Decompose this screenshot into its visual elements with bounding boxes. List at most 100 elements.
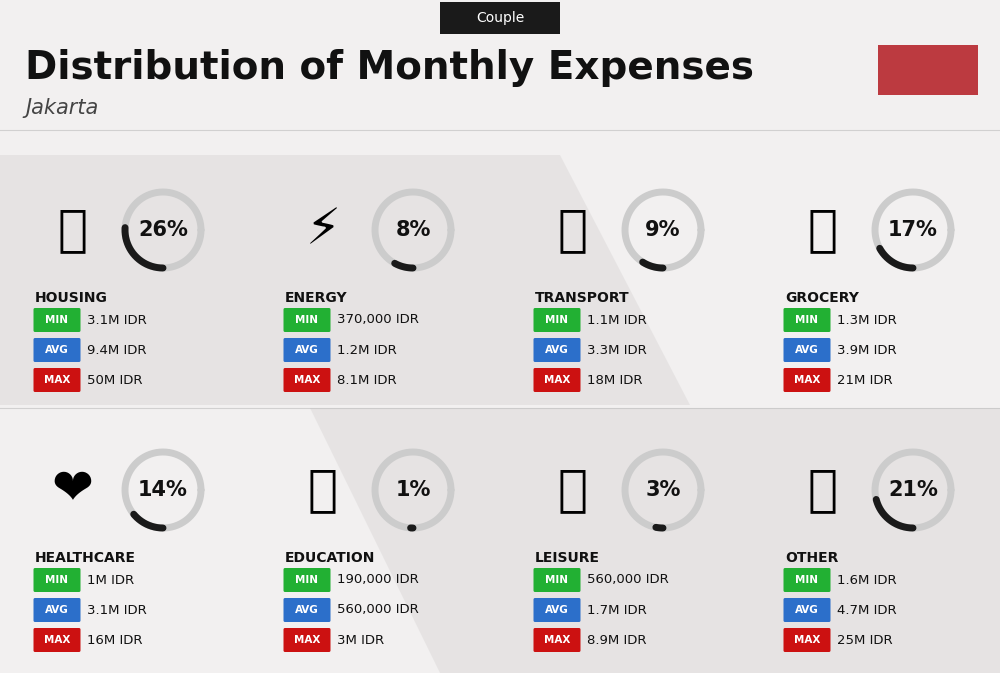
Text: LEISURE: LEISURE <box>535 551 600 565</box>
Text: 16M IDR: 16M IDR <box>87 633 143 647</box>
Text: 8.1M IDR: 8.1M IDR <box>337 374 397 386</box>
Text: 🚌: 🚌 <box>558 206 588 254</box>
Text: 50M IDR: 50M IDR <box>87 374 143 386</box>
FancyBboxPatch shape <box>784 598 830 622</box>
Text: 9%: 9% <box>645 220 681 240</box>
Text: 🎓: 🎓 <box>308 466 338 514</box>
Text: ENERGY: ENERGY <box>285 291 348 305</box>
Text: 3.3M IDR: 3.3M IDR <box>587 343 647 357</box>
Text: 1.1M IDR: 1.1M IDR <box>587 314 647 326</box>
FancyBboxPatch shape <box>34 598 80 622</box>
Text: MAX: MAX <box>544 375 570 385</box>
Text: 370,000 IDR: 370,000 IDR <box>337 314 419 326</box>
FancyBboxPatch shape <box>284 598 330 622</box>
Text: 560,000 IDR: 560,000 IDR <box>337 604 419 616</box>
FancyBboxPatch shape <box>784 338 830 362</box>
Text: Couple: Couple <box>476 11 524 25</box>
Text: AVG: AVG <box>295 605 319 615</box>
Text: 25M IDR: 25M IDR <box>837 633 893 647</box>
Text: Jakarta: Jakarta <box>25 98 98 118</box>
Text: 3M IDR: 3M IDR <box>337 633 384 647</box>
FancyBboxPatch shape <box>284 368 330 392</box>
Text: 1M IDR: 1M IDR <box>87 573 134 586</box>
Text: 26%: 26% <box>138 220 188 240</box>
Text: 3.1M IDR: 3.1M IDR <box>87 314 147 326</box>
Text: Distribution of Monthly Expenses: Distribution of Monthly Expenses <box>25 49 754 87</box>
Text: 1.7M IDR: 1.7M IDR <box>587 604 647 616</box>
Text: MIN: MIN <box>296 575 318 585</box>
Text: 💰: 💰 <box>808 466 838 514</box>
Text: 1.6M IDR: 1.6M IDR <box>837 573 897 586</box>
FancyBboxPatch shape <box>534 338 580 362</box>
FancyBboxPatch shape <box>534 598 580 622</box>
Polygon shape <box>310 408 1000 673</box>
Text: 190,000 IDR: 190,000 IDR <box>337 573 419 586</box>
Text: TRANSPORT: TRANSPORT <box>535 291 630 305</box>
FancyBboxPatch shape <box>284 338 330 362</box>
Text: 🛍️: 🛍️ <box>558 466 588 514</box>
Text: 8.9M IDR: 8.9M IDR <box>587 633 646 647</box>
FancyBboxPatch shape <box>534 628 580 652</box>
FancyBboxPatch shape <box>534 308 580 332</box>
FancyBboxPatch shape <box>284 308 330 332</box>
Text: 17%: 17% <box>888 220 938 240</box>
Text: 🏢: 🏢 <box>58 206 88 254</box>
Text: MAX: MAX <box>294 635 320 645</box>
FancyBboxPatch shape <box>34 338 80 362</box>
Text: EDUCATION: EDUCATION <box>285 551 375 565</box>
FancyBboxPatch shape <box>534 368 580 392</box>
Text: 9.4M IDR: 9.4M IDR <box>87 343 146 357</box>
Text: MAX: MAX <box>794 375 820 385</box>
Text: ⚡: ⚡ <box>305 206 341 254</box>
FancyBboxPatch shape <box>34 368 80 392</box>
FancyBboxPatch shape <box>878 45 978 95</box>
FancyBboxPatch shape <box>34 308 80 332</box>
Text: AVG: AVG <box>45 605 69 615</box>
Text: MAX: MAX <box>294 375 320 385</box>
Text: 1%: 1% <box>395 480 431 500</box>
Text: MAX: MAX <box>44 375 70 385</box>
Text: HOUSING: HOUSING <box>35 291 108 305</box>
Text: 14%: 14% <box>138 480 188 500</box>
Text: MAX: MAX <box>544 635 570 645</box>
Text: 4.7M IDR: 4.7M IDR <box>837 604 897 616</box>
Text: AVG: AVG <box>45 345 69 355</box>
Text: AVG: AVG <box>295 345 319 355</box>
Text: 3%: 3% <box>645 480 681 500</box>
Text: GROCERY: GROCERY <box>785 291 859 305</box>
FancyBboxPatch shape <box>784 308 830 332</box>
Polygon shape <box>0 155 690 405</box>
FancyBboxPatch shape <box>34 628 80 652</box>
Text: AVG: AVG <box>795 605 819 615</box>
FancyBboxPatch shape <box>440 2 560 34</box>
Text: MAX: MAX <box>44 635 70 645</box>
Text: 🛒: 🛒 <box>808 206 838 254</box>
Text: 560,000 IDR: 560,000 IDR <box>587 573 669 586</box>
Text: 8%: 8% <box>395 220 431 240</box>
Text: 1.2M IDR: 1.2M IDR <box>337 343 397 357</box>
Text: 3.1M IDR: 3.1M IDR <box>87 604 147 616</box>
FancyBboxPatch shape <box>284 628 330 652</box>
Text: MIN: MIN <box>46 575 68 585</box>
Text: ❤️: ❤️ <box>52 466 94 514</box>
Text: AVG: AVG <box>795 345 819 355</box>
FancyBboxPatch shape <box>534 568 580 592</box>
FancyBboxPatch shape <box>784 628 830 652</box>
Text: AVG: AVG <box>545 345 569 355</box>
Text: 3.9M IDR: 3.9M IDR <box>837 343 897 357</box>
Text: MIN: MIN <box>46 315 68 325</box>
Text: MIN: MIN <box>546 575 568 585</box>
Text: MAX: MAX <box>794 635 820 645</box>
Text: AVG: AVG <box>545 605 569 615</box>
Text: OTHER: OTHER <box>785 551 838 565</box>
Text: 18M IDR: 18M IDR <box>587 374 642 386</box>
Text: MIN: MIN <box>796 575 818 585</box>
Text: HEALTHCARE: HEALTHCARE <box>35 551 136 565</box>
Text: 21M IDR: 21M IDR <box>837 374 893 386</box>
FancyBboxPatch shape <box>34 568 80 592</box>
Text: MIN: MIN <box>296 315 318 325</box>
Text: 21%: 21% <box>888 480 938 500</box>
Text: MIN: MIN <box>796 315 818 325</box>
FancyBboxPatch shape <box>784 568 830 592</box>
Text: MIN: MIN <box>546 315 568 325</box>
